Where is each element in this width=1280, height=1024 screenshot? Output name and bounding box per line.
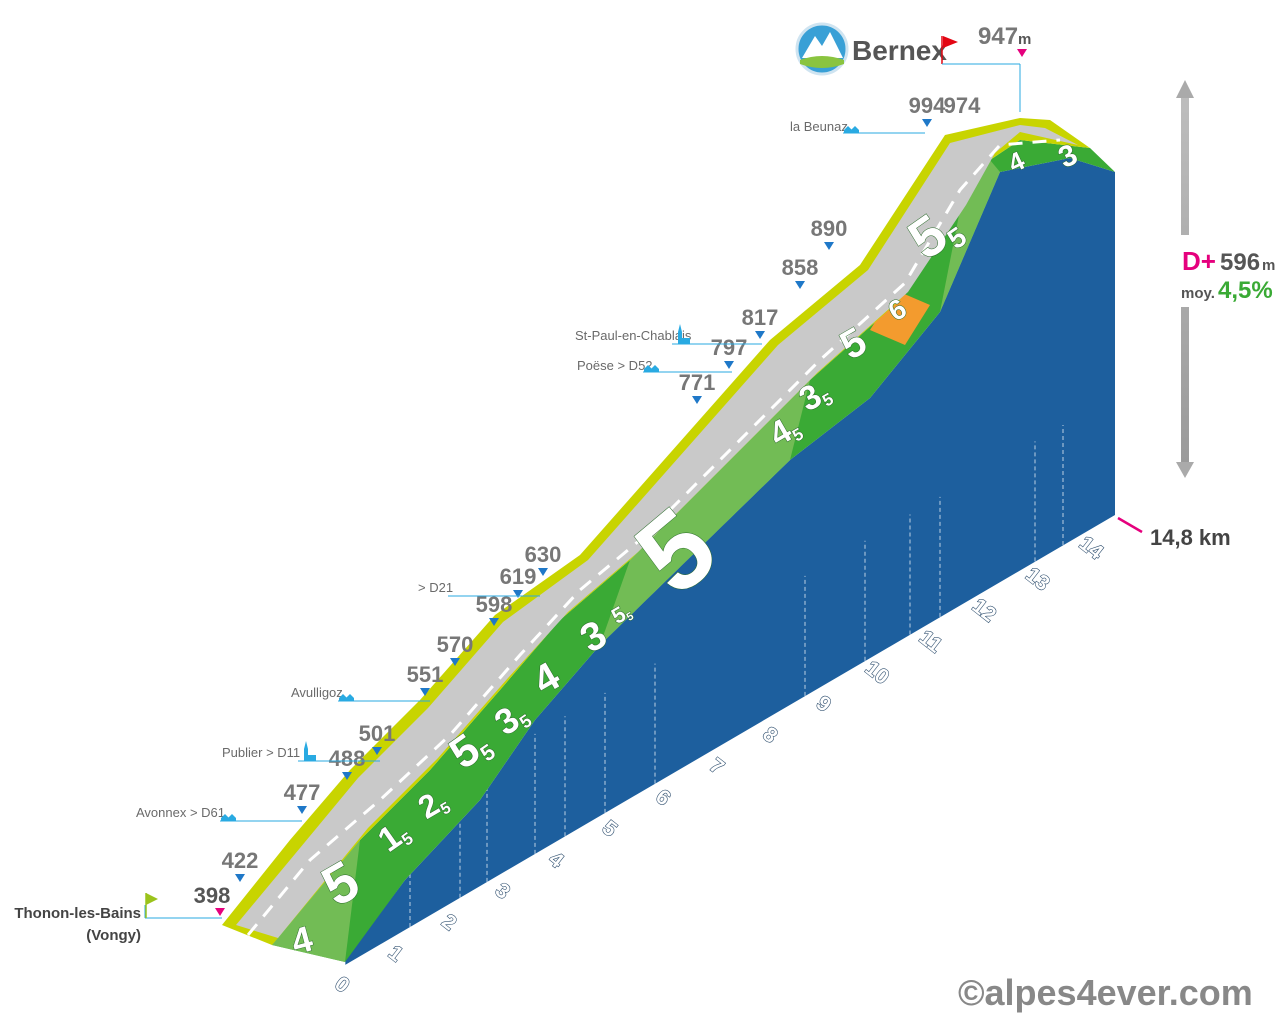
road-center-line — [246, 138, 1061, 936]
elevation-label: 570 — [437, 632, 474, 657]
km-tick-label: 2 — [437, 910, 460, 935]
summit-elevation: 947 — [978, 23, 1018, 50]
km-tick-label: 13 — [1021, 563, 1054, 596]
start-flag-icon — [146, 893, 158, 905]
elevation-label: 890 — [811, 216, 848, 241]
elevation-label: 817 — [742, 305, 779, 330]
houses-icon — [644, 365, 659, 372]
climb-value: 596 — [1220, 249, 1260, 276]
road-surface — [236, 125, 1078, 938]
summit-name: Bernex — [852, 35, 947, 66]
total-distance: 14,8 km — [1117, 516, 1231, 550]
elevation-label: 797 — [711, 335, 748, 360]
elevation-marker-icon — [342, 772, 352, 780]
elevation-marker-icon — [450, 658, 460, 666]
profile-side-wall — [345, 158, 1115, 965]
km-tick-label: 12 — [968, 594, 1001, 627]
grade-segment-steep — [870, 290, 930, 345]
km-tick-label: 5 — [598, 816, 622, 842]
elevation-marker-icon — [235, 874, 245, 882]
houses-icon — [221, 814, 236, 821]
elevation-marker-icon — [692, 396, 702, 404]
elevation-marker-icon — [824, 242, 834, 250]
elevation-label: 619 — [500, 564, 537, 589]
elevation-marker-icon — [420, 688, 430, 696]
km-tick-label: 10 — [861, 657, 894, 690]
elevation-label: 477 — [284, 780, 321, 805]
km-tick-label: 7 — [705, 754, 728, 779]
elevation-label: 994 — [909, 93, 946, 118]
place-name: Avulligoz — [291, 685, 343, 700]
houses-icon — [339, 694, 354, 701]
elevation-label: 974 — [944, 93, 981, 118]
km-tick-label: 11 — [915, 626, 947, 658]
km-tick-label: 1 — [384, 941, 408, 967]
place-name: St-Paul-en-Chablais — [575, 328, 692, 343]
elevation-marker-icon — [538, 568, 548, 576]
climb-label: D+ — [1182, 246, 1216, 276]
place-labels: la Beunaz St-Paul-en-Chablais Poëse > D52 >… — [136, 119, 925, 822]
summit-header: Bernex 947 m — [795, 22, 1031, 112]
avg-grade: 4,5% — [1218, 277, 1273, 304]
start-elevation: 398 — [194, 883, 231, 908]
km-tick-label: 6 — [651, 785, 674, 810]
elevation-marker-icon — [795, 281, 805, 289]
church-icon — [304, 741, 316, 761]
summit-marker-icon — [1017, 49, 1027, 57]
summit-flag-icon — [943, 36, 958, 48]
place-name: Poëse > D52 — [577, 358, 653, 373]
km-tick-label: 9 — [812, 691, 835, 716]
avg-label: moy. — [1181, 285, 1215, 302]
elevation-label: 422 — [222, 848, 259, 873]
climb-arrow: D+ 596 m moy. 4,5% — [1168, 80, 1278, 478]
church-icon — [678, 324, 690, 344]
start-sub: (Vongy) — [86, 927, 141, 944]
elevation-label: 771 — [679, 370, 716, 395]
elevation-marker-icon — [724, 361, 734, 369]
elevation-label: 501 — [359, 721, 396, 746]
summit-unit: m — [1018, 31, 1031, 48]
km-tick-label: 3 — [491, 879, 514, 904]
start-label: Thonon-les-Bains (Vongy) 398 — [14, 883, 230, 944]
place-name: la Beunaz — [790, 119, 848, 134]
elevation-marker-icon — [513, 590, 523, 598]
elevation-marker-icon — [489, 618, 499, 626]
elevation-marker-icon — [297, 806, 307, 814]
start-marker-icon — [215, 908, 225, 916]
km-tick-label: 0 — [330, 972, 353, 997]
climb-unit: m — [1262, 257, 1275, 274]
km-tick-label: 4 — [544, 847, 568, 873]
elevation-marker-icon — [372, 747, 382, 755]
elevation-marker-icon — [922, 119, 932, 127]
start-name: Thonon-les-Bains — [14, 905, 141, 922]
elevation-label: 488 — [329, 746, 366, 771]
km-tick-label: 14 — [1075, 532, 1108, 565]
elevation-label: 630 — [525, 542, 562, 567]
copyright: ©alpes4ever.com — [958, 972, 1253, 1013]
elevation-label: 858 — [782, 255, 819, 280]
place-name: > D21 — [418, 580, 453, 595]
total-distance-label: 14,8 km — [1150, 525, 1231, 550]
km-tick-label: 8 — [758, 723, 782, 749]
place-name: Avonnex > D61 — [136, 805, 225, 820]
houses-icon — [844, 126, 859, 133]
elevation-label: 551 — [407, 662, 444, 687]
place-name: Publier > D11 — [222, 745, 300, 760]
elevation-marker-icon — [755, 331, 765, 339]
